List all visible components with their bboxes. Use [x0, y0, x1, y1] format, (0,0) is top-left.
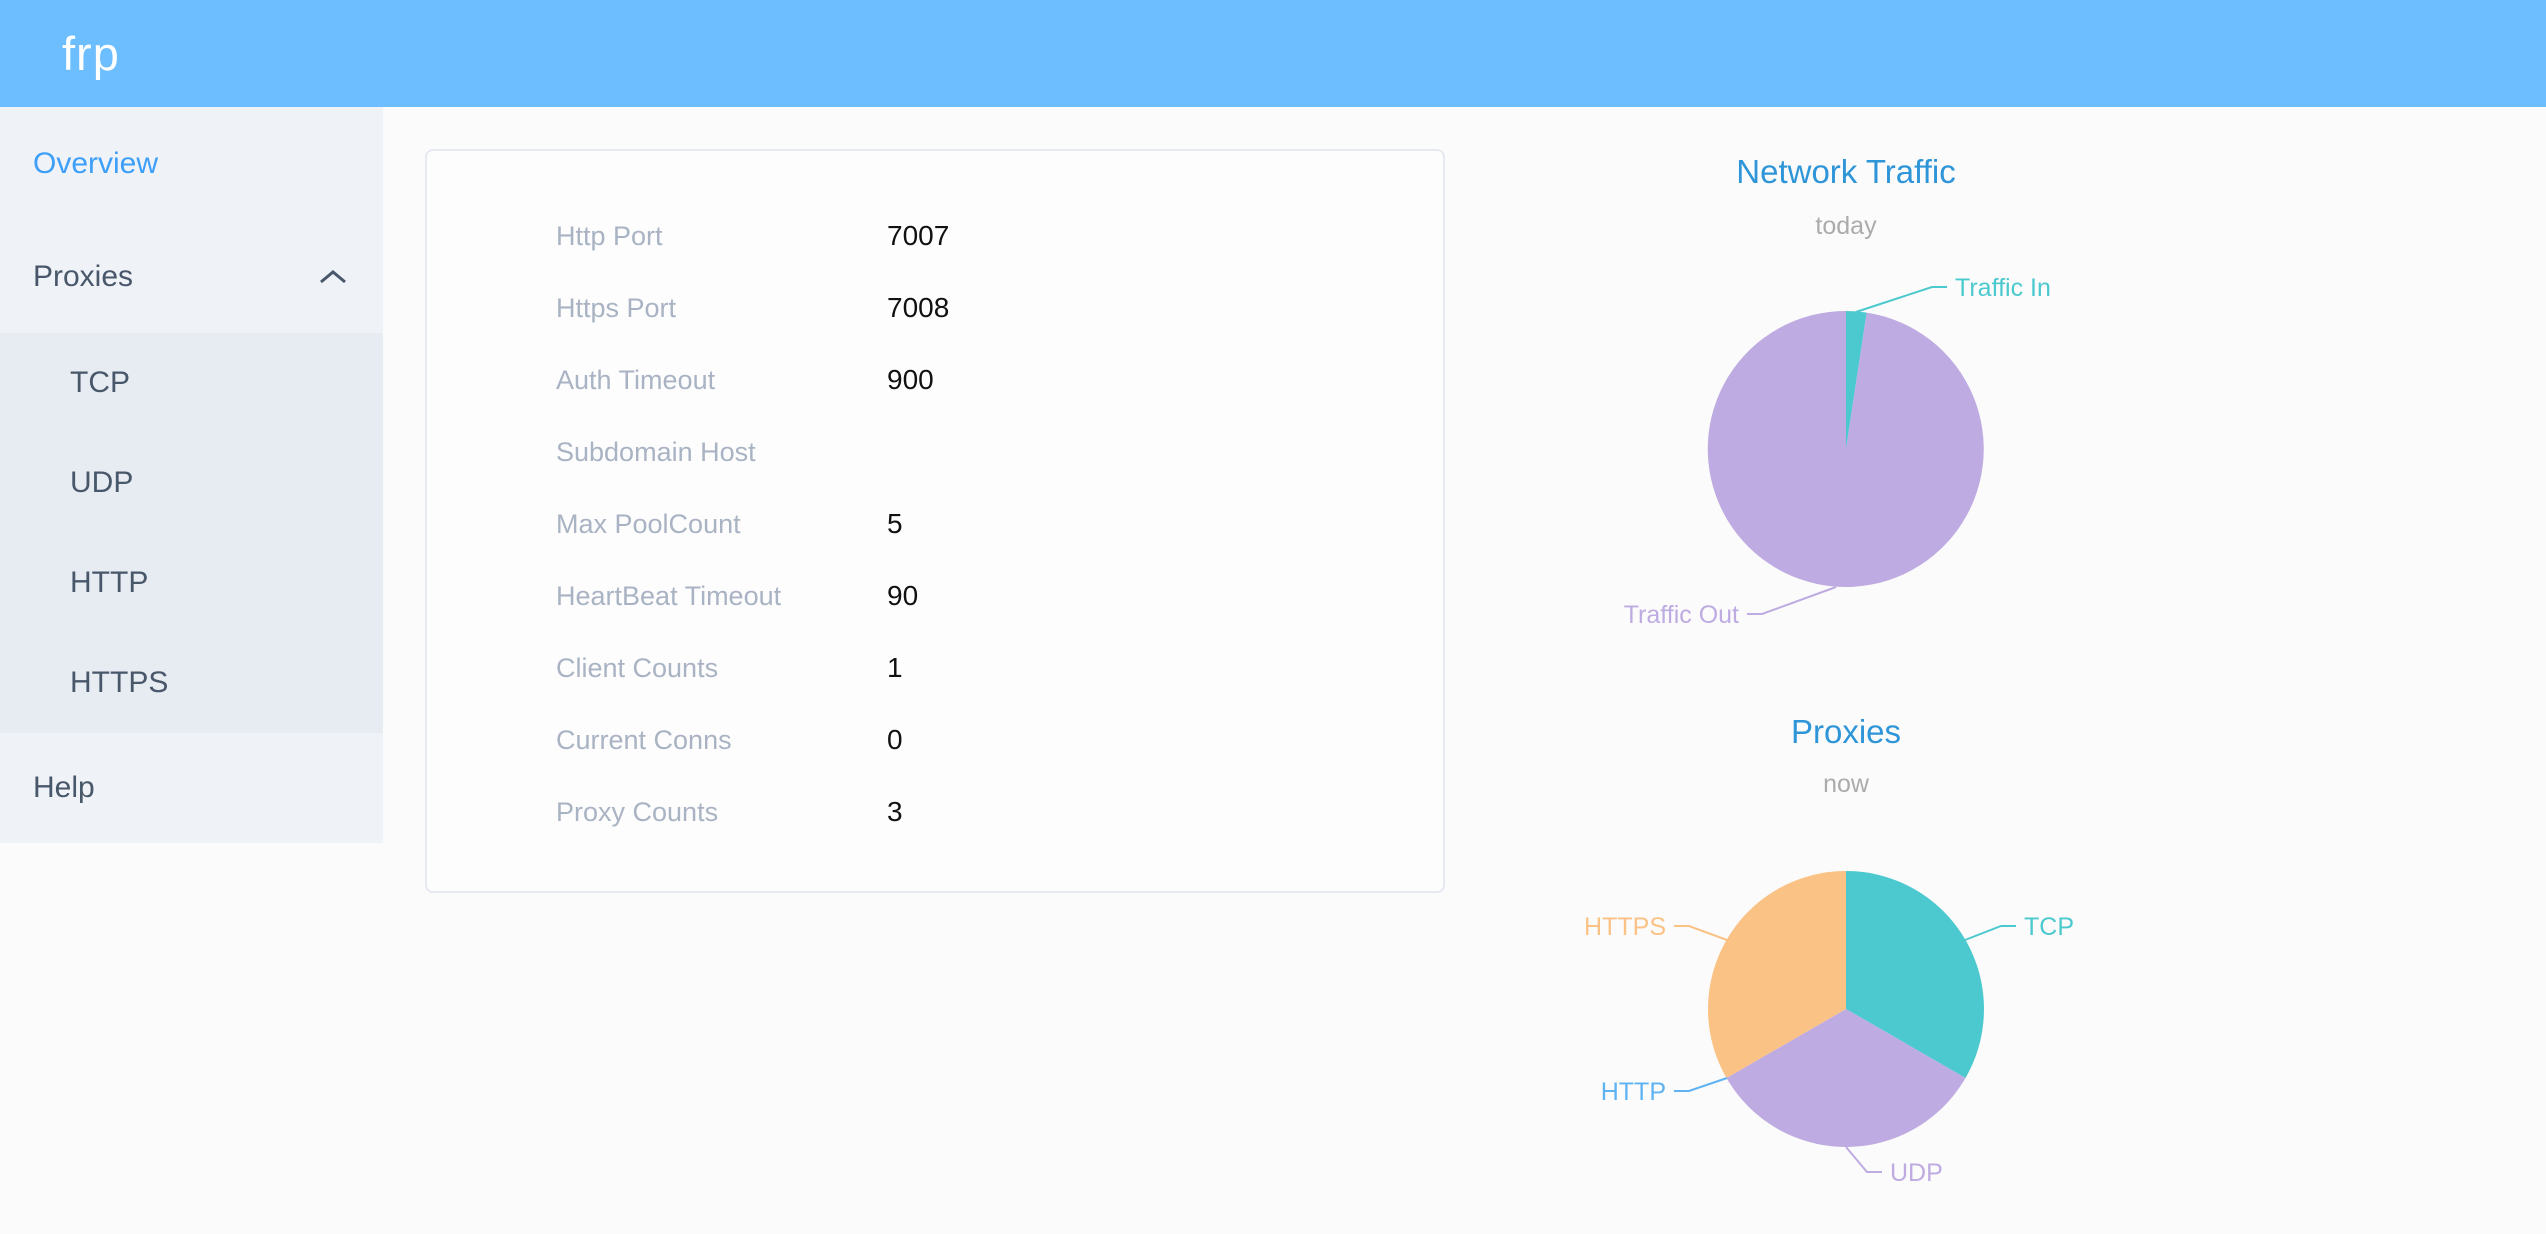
pie-slice-traffic-out[interactable]: [1707, 310, 1984, 587]
network-traffic-subtitle: today: [1815, 212, 1877, 240]
sidebar-item-label: TCP: [70, 366, 130, 399]
network-traffic-title: Network Traffic: [1736, 153, 1956, 190]
config-value: 7007: [887, 220, 950, 251]
config-label: Auth Timeout: [556, 364, 716, 395]
https-leader-line: [1674, 925, 1728, 941]
config-label: Subdomain Host: [556, 436, 756, 467]
pie-slice-tcp[interactable]: [1846, 871, 1984, 1078]
config-label: Https Port: [556, 292, 677, 323]
config-row: Subdomain Host: [427, 416, 1443, 488]
https-label: HTTPS: [1584, 913, 1666, 941]
network-traffic-pie-chart: Traffic In Traffic Out: [1624, 274, 2051, 629]
app-logo: frp: [62, 27, 120, 80]
tcp-label: TCP: [2024, 913, 2074, 941]
sidebar-item-tcp[interactable]: TCP: [0, 333, 383, 433]
traffic-out-label: Traffic Out: [1624, 601, 1739, 629]
pie-slice-udp[interactable]: [1726, 1009, 1966, 1147]
sidebar-item-overview[interactable]: Overview: [0, 107, 383, 221]
config-value: 7008: [887, 292, 950, 323]
config-value: 900: [887, 364, 934, 395]
proxies-submenu: TCP UDP HTTP HTTPS: [0, 333, 383, 733]
sidebar-item-https[interactable]: HTTPS: [0, 633, 383, 733]
traffic-out-leader-line: [1747, 586, 1837, 615]
proxies-subtitle: now: [1823, 770, 1869, 798]
server-config-card: Http Port 7007 Https Port 7008 Auth Timeou…: [425, 149, 1445, 893]
sidebar-item-proxies[interactable]: Proxies: [0, 221, 383, 333]
sidebar-item-http[interactable]: HTTP: [0, 533, 383, 633]
config-row: Https Port 7008: [427, 272, 1443, 344]
pie-slice-traffic-in[interactable]: [1846, 311, 1867, 449]
tcp-leader-line: [1964, 925, 2016, 941]
pie-slice-https[interactable]: [1708, 871, 1846, 1078]
config-value: 0: [887, 724, 903, 755]
pie-slices: [1708, 871, 1984, 1147]
config-label: HeartBeat Timeout: [556, 580, 782, 611]
sidebar-item-help[interactable]: Help: [0, 733, 383, 843]
config-row: Auth Timeout 900: [427, 344, 1443, 416]
config-label: Max PoolCount: [556, 508, 741, 539]
chevron-up-icon[interactable]: [319, 269, 347, 285]
sidebar-item-label: Overview: [33, 147, 159, 180]
sidebar-item-label: UDP: [70, 466, 134, 499]
config-row: Current Conns 0: [427, 704, 1443, 776]
http-label: HTTP: [1601, 1078, 1666, 1106]
config-row: Http Port 7007: [427, 200, 1443, 272]
config-row: Max PoolCount 5: [427, 488, 1443, 560]
config-row: Proxy Counts 3: [427, 776, 1443, 848]
udp-leader-line: [1845, 1146, 1882, 1173]
udp-label: UDP: [1890, 1159, 1943, 1187]
sidebar-item-label: HTTP: [70, 566, 149, 599]
config-label: Proxy Counts: [556, 796, 719, 827]
sidebar-item-udp[interactable]: UDP: [0, 433, 383, 533]
traffic-in-label: Traffic In: [1955, 274, 2051, 302]
config-label: Current Conns: [556, 724, 732, 755]
pie-slices: [1707, 310, 1984, 587]
traffic-in-leader-line: [1855, 286, 1947, 313]
config-label: Client Counts: [556, 652, 719, 683]
config-value: 3: [887, 796, 903, 827]
config-value: 1: [887, 652, 903, 683]
proxies-pie-chart: TCP UDP HTTP HTTPS: [1584, 871, 2074, 1187]
sidebar-item-label: Proxies: [33, 260, 134, 293]
config-row: HeartBeat Timeout 90: [427, 560, 1443, 632]
sidebar-item-label: Help: [33, 771, 95, 804]
sidebar: Overview Proxies TCP UDP HTTP HTTPS Help: [0, 107, 383, 843]
config-row: Client Counts 1: [427, 632, 1443, 704]
sidebar-item-label: HTTPS: [70, 666, 169, 699]
proxies-title: Proxies: [1790, 713, 1902, 750]
config-label: Http Port: [556, 220, 663, 251]
config-value: 5: [887, 508, 903, 539]
config-value: 90: [887, 580, 919, 611]
http-leader-line: [1674, 1077, 1728, 1092]
app-header: frp: [0, 0, 2546, 107]
